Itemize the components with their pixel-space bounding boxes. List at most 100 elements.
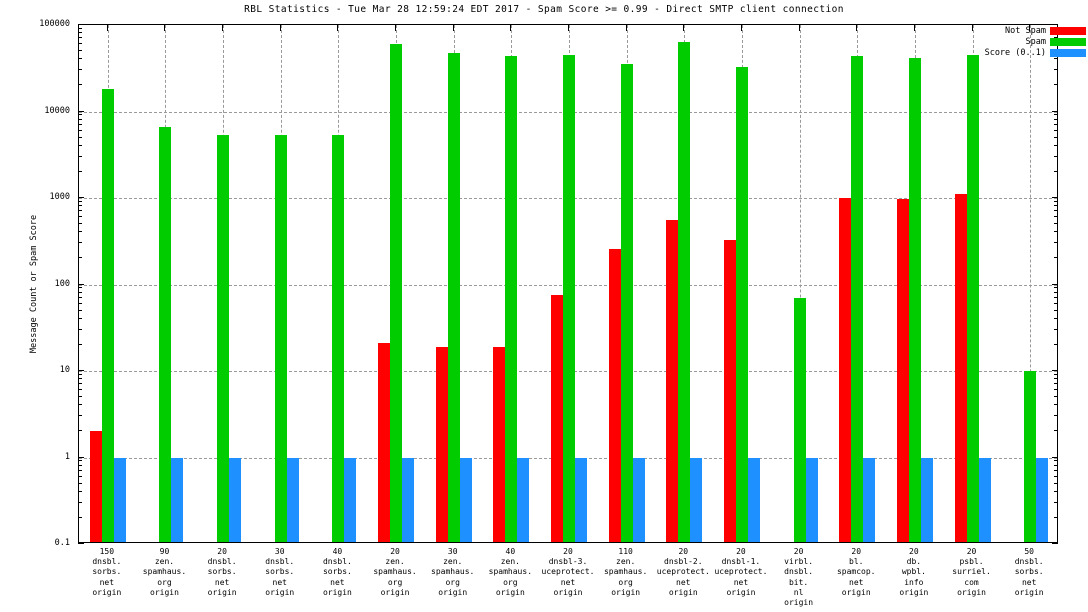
y-tick-minor [78, 309, 82, 311]
bar-score [286, 457, 299, 542]
y-tick-minor [78, 482, 82, 484]
legend-item-label: Score (0..1) [984, 48, 1046, 58]
y-tick-mark [78, 197, 84, 198]
x-category-label-line: uceprotect. [714, 567, 768, 577]
bar-spam [735, 66, 748, 542]
bar-score [805, 457, 818, 542]
bar-spam [101, 89, 114, 542]
y-tick-minor [78, 464, 82, 466]
y-tick-minor-right [1054, 469, 1058, 471]
x-category-label-line: org [503, 577, 518, 587]
y-tick-minor [78, 242, 82, 244]
x-category-label-line: 20 [793, 547, 804, 556]
x-category-label-line: origin [726, 587, 756, 597]
y-tick-minor [78, 118, 82, 120]
x-category-label-line: 110 [618, 547, 633, 556]
y-tick-label: 1 [64, 451, 70, 462]
x-category-label-line: org [445, 577, 460, 587]
y-tick-minor-right [1054, 114, 1058, 116]
bar-spam [217, 135, 230, 542]
x-category-label: 20 db. wpbl. info origin [869, 547, 959, 598]
y-tick-label: 0.1 [54, 538, 70, 548]
x-category-label-line: sorbs. [207, 567, 237, 577]
x-category-label: 50 dnsbl. sorbs. net origin [984, 547, 1074, 598]
y-tick-minor-right [1054, 69, 1058, 71]
x-category-label-line: org [387, 577, 403, 587]
x-category-label-line: origin [1014, 587, 1044, 597]
x-tick-mark-top [798, 24, 800, 31]
x-category-label-line: net [330, 577, 345, 587]
chart-legend: Not Spam Spam Score (0..1) [985, 26, 1086, 59]
bar-spam [1024, 371, 1037, 542]
y-tick-minor [78, 200, 82, 202]
x-category-label-line: net [1021, 577, 1037, 587]
x-category-label-line: 20 [390, 547, 400, 556]
x-category-label: 20 dnsbl. sorbs. net origin [177, 547, 267, 598]
legend-item: Not Spam [985, 26, 1086, 36]
y-tick-minor [78, 210, 82, 212]
x-tick-mark-top [625, 24, 627, 31]
y-tick-minor [78, 58, 82, 60]
y-tick-mark [78, 110, 84, 112]
plot-area [79, 25, 1057, 542]
y-tick-label: 1000 [49, 192, 70, 202]
x-category-label-line: net [272, 577, 287, 587]
x-category-label-line: origin [553, 587, 583, 597]
y-tick-minor [78, 144, 82, 146]
x-category-label-line: net [676, 577, 691, 587]
y-tick-minor [78, 415, 82, 417]
x-category-label-line: 30 [274, 547, 285, 556]
x-category-label-line: origin [668, 587, 698, 597]
bar-score [978, 457, 991, 542]
x-category-label-line: 20 [909, 547, 919, 556]
bar-score [690, 457, 703, 542]
bar-spam [505, 55, 518, 542]
bar-score [632, 457, 645, 542]
x-category-label-line: 50 [1024, 547, 1034, 556]
bar-spam [274, 135, 287, 542]
x-category-label-line: dnsbl-3. [548, 557, 588, 567]
y-tick-mark [78, 543, 84, 544]
bar-spam [793, 297, 806, 542]
y-tick-mark-right [1052, 456, 1058, 458]
x-category-label-line: sorbs. [92, 567, 122, 577]
x-category-label-line: spamhaus. [603, 567, 648, 577]
y-tick-minor [78, 223, 82, 225]
bar-spam [447, 52, 460, 542]
y-tick-minor [78, 205, 82, 207]
x-category-label-line: origin [92, 587, 122, 597]
x-category-label-line: origin [495, 587, 525, 597]
y-tick-minor [78, 257, 82, 259]
x-category-label-line: origin [957, 587, 986, 597]
x-category-label: 20 dnsbl-2. uceprotect. net origin [638, 547, 728, 598]
x-category-label-line: origin [784, 598, 814, 608]
x-category-label-line: zen. [385, 557, 405, 567]
y-tick-minor-right [1054, 396, 1058, 398]
x-category-label-line: spamhaus. [488, 567, 533, 577]
x-category-label-line: zen. [443, 557, 463, 567]
x-category-label-line: virbl. [784, 557, 814, 567]
y-tick-minor-right [1054, 200, 1058, 202]
x-category-label-line: 20 [217, 547, 227, 556]
y-tick-minor-right [1054, 373, 1058, 375]
x-category-label-line: net [99, 577, 115, 587]
y-tick-minor-right [1054, 383, 1058, 385]
y-tick-minor [78, 343, 82, 345]
y-tick-mark-right [1052, 283, 1058, 285]
y-tick-minor-right [1054, 415, 1058, 417]
y-tick-label: 100000 [39, 19, 70, 29]
y-tick-minor [78, 231, 82, 233]
bar-score [171, 457, 184, 542]
x-category-label-line: uceprotect. [656, 567, 710, 577]
y-tick-minor [78, 404, 82, 406]
bar-notspam [89, 431, 102, 542]
y-tick-minor-right [1054, 223, 1058, 225]
x-category-label-line: zen. [616, 557, 636, 567]
y-tick-minor [78, 43, 82, 45]
bar-notspam [551, 294, 563, 542]
bar-score [402, 457, 415, 542]
x-category-label-line: dnsbl. [1014, 557, 1044, 567]
x-category-label-line: psbl. [959, 557, 984, 567]
x-category-label-line: spamhaus. [142, 567, 187, 577]
x-tick-mark-top [279, 24, 281, 31]
